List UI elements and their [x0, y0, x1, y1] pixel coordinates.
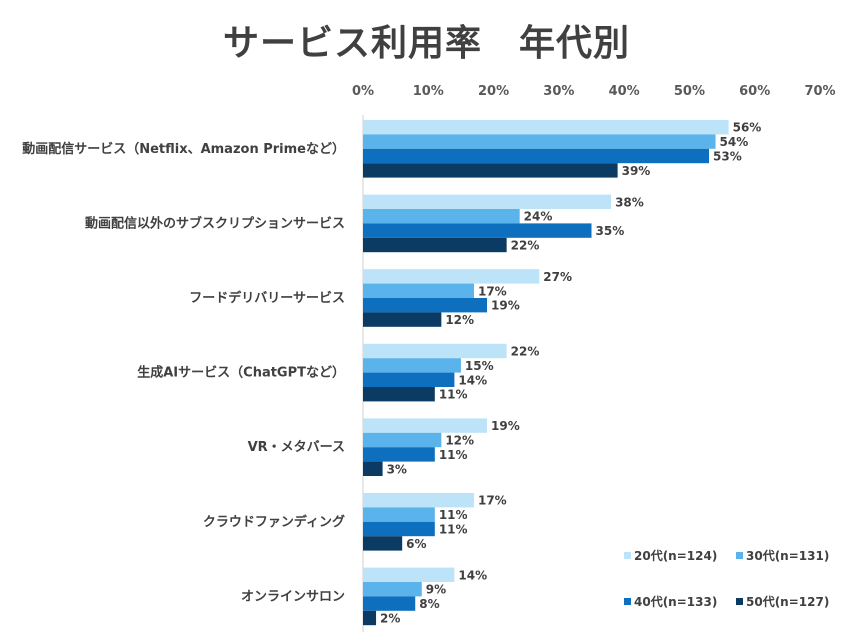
bar: [363, 507, 435, 522]
x-tick-label: 60%: [739, 84, 770, 99]
data-label: 54%: [720, 135, 749, 149]
bar: [363, 194, 612, 209]
bar: [363, 596, 416, 611]
bar: [363, 223, 592, 238]
data-label: 11%: [439, 508, 468, 522]
data-label: 11%: [439, 448, 468, 462]
legend-label: 50代(n=127): [746, 594, 829, 609]
x-tick-label: 70%: [804, 84, 835, 99]
bar: [363, 283, 474, 298]
bar: [363, 312, 442, 327]
bar: [363, 610, 377, 626]
x-tick-label: 20%: [478, 84, 509, 99]
bar: [363, 237, 507, 253]
bar: [363, 387, 435, 402]
legend-label: 20代(n=124): [634, 548, 717, 563]
legend-swatch: [624, 598, 631, 605]
data-label: 19%: [491, 419, 520, 433]
x-tick-label: 0%: [352, 84, 374, 99]
legend-swatch: [624, 552, 631, 559]
data-label: 19%: [491, 299, 520, 313]
data-label: 3%: [387, 462, 407, 476]
bar: [363, 461, 383, 476]
bar: [363, 567, 455, 582]
data-label: 9%: [426, 583, 446, 597]
data-label: 11%: [439, 523, 468, 537]
legend-swatch: [736, 552, 743, 559]
data-label: 14%: [458, 373, 487, 387]
data-label: 27%: [543, 270, 572, 284]
bar: [363, 582, 422, 597]
bar: [363, 120, 729, 135]
bar: [363, 372, 455, 387]
data-label: 56%: [733, 121, 762, 135]
bar: [363, 148, 710, 164]
x-tick-label: 10%: [413, 84, 444, 99]
legend-swatch: [736, 598, 743, 605]
data-label: 53%: [713, 150, 742, 164]
data-label: 2%: [380, 612, 400, 626]
bar: [363, 269, 540, 284]
category-label: クラウドファンディング: [203, 514, 345, 530]
data-label: 38%: [615, 195, 644, 209]
data-label: 14%: [458, 568, 487, 582]
data-label: 24%: [524, 210, 553, 224]
bar: [363, 134, 716, 149]
data-label: 17%: [478, 494, 507, 508]
bar: [363, 536, 403, 551]
legend-label: 40代(n=133): [634, 594, 717, 609]
bar: [363, 298, 488, 313]
data-label: 12%: [445, 434, 474, 448]
chart-title: サービス利用率 年代別: [222, 23, 630, 64]
bar: [363, 209, 520, 224]
data-label: 22%: [511, 345, 540, 359]
data-label: 35%: [596, 224, 625, 238]
bar: [363, 343, 507, 359]
data-label: 22%: [511, 239, 540, 253]
bar: [363, 521, 435, 537]
x-tick-label: 40%: [609, 84, 640, 99]
data-label: 6%: [406, 537, 426, 551]
data-label: 12%: [445, 313, 474, 327]
x-tick-label: 50%: [674, 84, 705, 99]
category-label: 生成AIサービス（ChatGPTなど）: [137, 365, 345, 381]
legend-label: 30代(n=131): [746, 548, 829, 563]
x-tick-label: 30%: [543, 84, 574, 99]
category-label: フードデリバリーサービス: [189, 290, 345, 306]
data-label: 11%: [439, 388, 468, 402]
category-label: VR・メタバース: [248, 440, 345, 455]
data-label: 15%: [465, 359, 494, 373]
category-label: 動画配信以外のサブスクリプションサービス: [85, 215, 345, 231]
bar: [363, 358, 461, 373]
bar: [363, 447, 435, 462]
bar: [363, 418, 488, 433]
data-label: 8%: [419, 597, 439, 611]
data-label: 39%: [622, 164, 651, 178]
category-label: 動画配信サービス（Netflix、Amazon Primeなど）: [22, 141, 345, 157]
bar: [363, 432, 442, 448]
category-label: オンラインサロン: [241, 589, 345, 604]
bar: [363, 163, 618, 178]
data-label: 17%: [478, 284, 507, 298]
bar: [363, 493, 474, 508]
